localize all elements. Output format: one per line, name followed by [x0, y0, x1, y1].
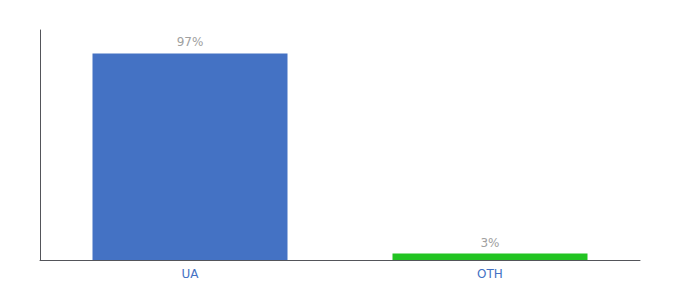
svg-text:OTH: OTH	[477, 267, 503, 281]
svg-text:97%: 97%	[177, 35, 204, 49]
svg-text:UA: UA	[182, 267, 200, 281]
svg-text:3%: 3%	[480, 236, 499, 250]
